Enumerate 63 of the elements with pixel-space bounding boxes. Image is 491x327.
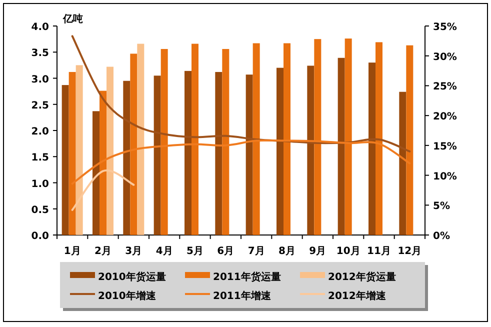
ytick: 1.0 [31,178,49,190]
xtick: 2月 [94,246,112,257]
y2tick: 30% [433,52,457,63]
bar [338,58,345,235]
bar [284,43,290,235]
xtick: 7月 [248,246,265,257]
bar [160,48,168,235]
bar [376,42,382,235]
ytick: 1.5 [31,152,49,164]
xtick: 3月 [125,246,142,257]
ytick: 2.5 [31,100,49,112]
bar [307,66,314,235]
xtick: 1月 [64,246,81,257]
legend-label: 2010年增速 [98,291,156,302]
bar [276,68,284,235]
ytick: 2.0 [31,126,49,138]
y2tick: 0% [433,231,450,242]
xtick: 11月 [367,246,391,257]
bar [215,72,222,235]
y2tick: 15% [433,141,457,152]
bar [222,48,230,235]
xtick: 6月 [217,246,234,257]
y2tick: 20% [433,112,457,123]
bar [368,62,376,235]
y2tick: 10% [433,171,457,182]
ytick: 0.0 [31,231,49,242]
bar [344,38,352,235]
xtick: 10月 [336,246,360,257]
ylabel: 亿吨 [63,14,83,25]
bar [123,80,130,235]
xtick: 9月 [309,246,326,257]
bar [106,66,114,235]
xtick: 12月 [398,246,422,257]
bar [252,43,260,235]
ytick: 3.0 [31,74,49,86]
ytick: 0.5 [31,204,49,216]
bar [68,72,76,235]
xtick: 5月 [186,246,204,257]
xtick: 4月 [156,246,173,257]
bar [192,44,198,235]
bar [100,90,106,235]
y2tick: 25% [433,82,457,93]
bar [62,85,69,235]
bar [399,92,406,235]
ytick: 3.5 [31,48,49,60]
legend-label: 2010年货运量 [98,272,166,283]
bar [406,45,414,235]
ytick: 4.0 [31,22,49,33]
bar [154,76,161,235]
bar [184,70,192,235]
bar [130,54,138,235]
bar [92,111,100,235]
legend-label: 2011年增速 [213,291,271,302]
legend-label: 2012年货运量 [328,272,396,283]
bar [137,44,144,235]
bar [246,74,253,235]
y2tick: 5% [433,201,450,212]
legend-label: 2012年增速 [328,291,386,302]
bar [76,65,83,235]
legend-label: 2011年货运量 [213,272,281,283]
y2tick: 35% [433,22,457,33]
bar [314,39,322,235]
xtick: 8月 [278,246,296,257]
